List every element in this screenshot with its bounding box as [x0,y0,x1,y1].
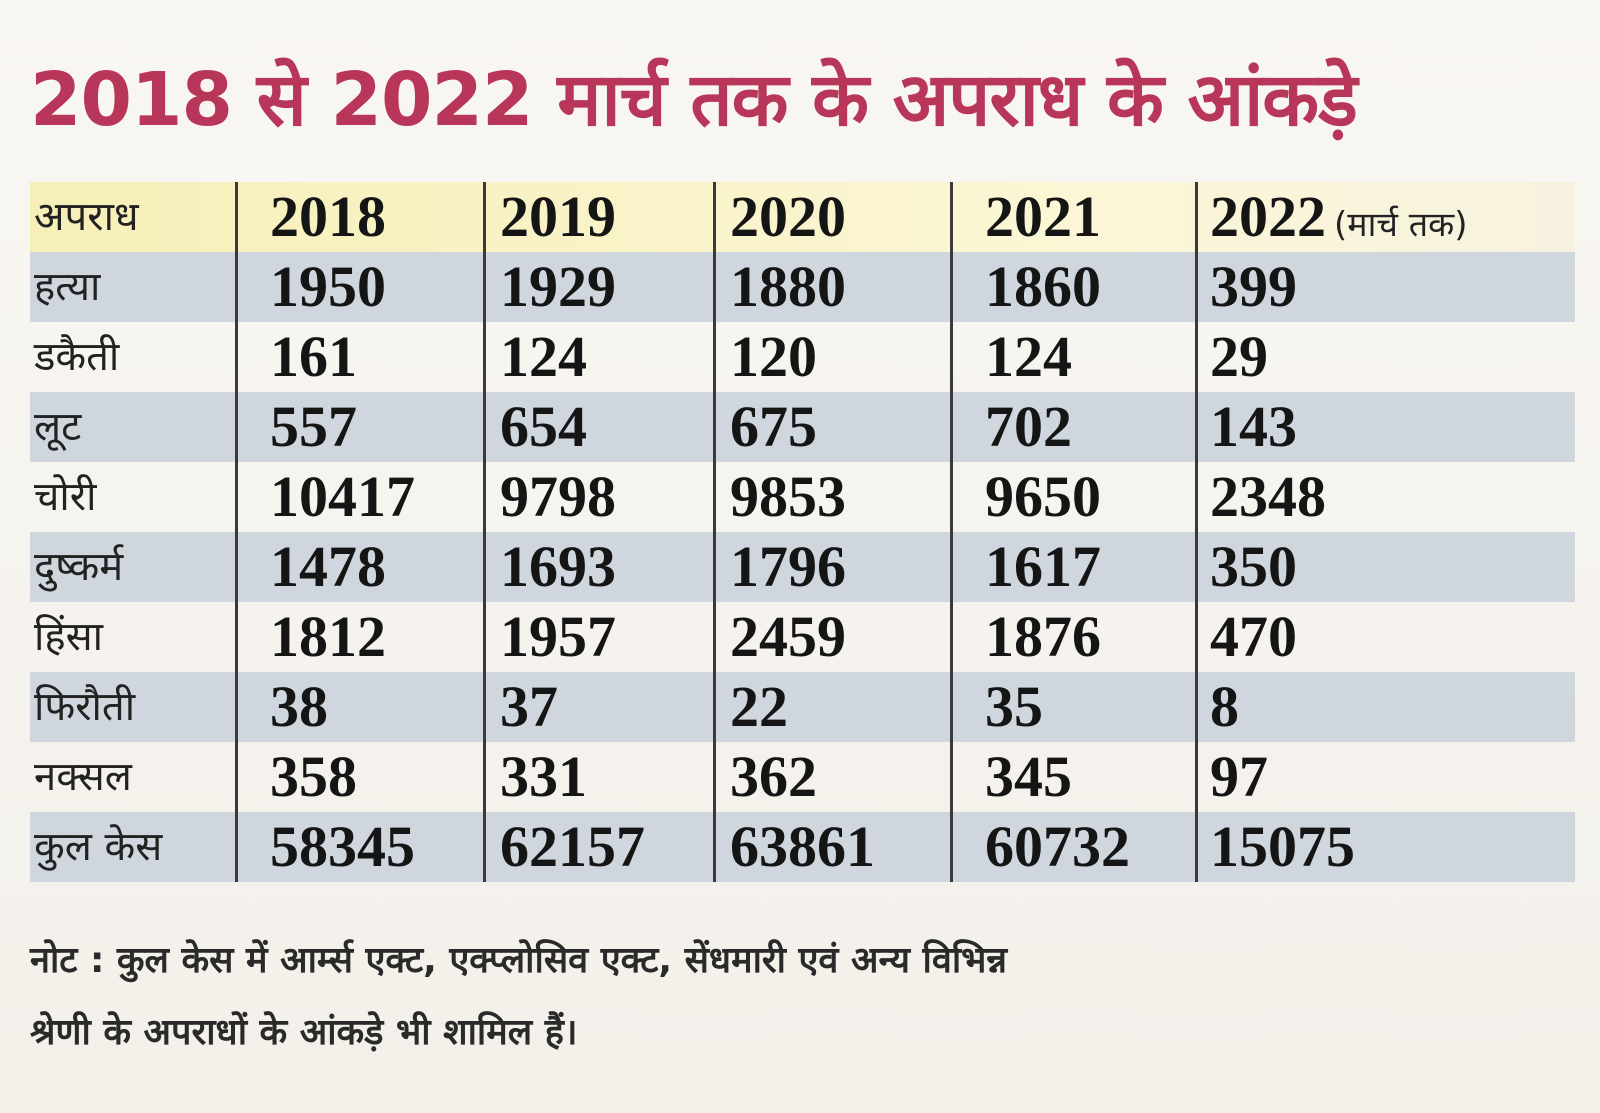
row-label: हत्या [34,264,101,310]
cell-2020: 1796 [730,534,846,599]
header-year-2022-text: 2022 [1210,184,1326,249]
column-divider [950,182,953,882]
cell-2021: 1876 [985,604,1101,669]
cell-2018: 38 [270,674,328,739]
cell-2019: 1929 [500,254,616,319]
row-label: लूट [34,404,82,450]
crime-statistics-table: अपराध 2018 2019 2020 2021 2022 (मार्च तक)… [30,182,1575,882]
cell-2021: 702 [985,394,1072,459]
row-label: नक्सल [34,754,132,800]
footnote-line-2: श्रेणी के अपराधों के आंकड़े भी शामिल हैं… [30,1012,578,1053]
column-divider [1195,182,1198,882]
row-label: डकैती [34,334,120,380]
cell-2019: 654 [500,394,587,459]
cell-2021: 35 [985,674,1043,739]
cell-2018: 58345 [270,814,415,879]
table-row-total: कुल केस 58345 62157 63861 60732 15075 [30,812,1575,882]
cell-2020: 1880 [730,254,846,319]
cell-2021: 9650 [985,464,1101,529]
cell-2019: 9798 [500,464,616,529]
header-crime-label: अपराध [34,194,139,240]
page-title: 2018 से 2022 मार्च तक के अपराध के आंकड़े [30,57,1358,143]
header-year-2022: 2022 (मार्च तक) [1210,182,1468,252]
row-label: हिंसा [34,614,103,660]
table-row: लूट 557 654 675 702 143 [30,392,1575,462]
row-label: दुष्कर्म [34,544,124,590]
row-label: फिरौती [34,684,136,730]
cell-2019: 1693 [500,534,616,599]
cell-2022: 350 [1210,534,1297,599]
header-year-2020: 2020 [730,184,846,249]
cell-2018: 1950 [270,254,386,319]
table-row: हिंसा 1812 1957 2459 1876 470 [30,602,1575,672]
cell-2018: 1812 [270,604,386,669]
header-year-2019: 2019 [500,184,616,249]
cell-2019: 331 [500,744,587,809]
cell-2022: 15075 [1210,814,1355,879]
cell-2022: 2348 [1210,464,1326,529]
column-divider [235,182,238,882]
cell-2020: 362 [730,744,817,809]
footnote: नोट : कुल केस में आर्म्स एक्ट, एक्प्लोसि… [30,925,1570,1075]
column-divider [713,182,716,882]
cell-2021: 345 [985,744,1072,809]
cell-2019: 62157 [500,814,645,879]
cell-2019: 1957 [500,604,616,669]
table-row: नक्सल 358 331 362 345 97 [30,742,1575,812]
table-header-row: अपराध 2018 2019 2020 2021 2022 (मार्च तक) [30,182,1575,252]
cell-2020: 2459 [730,604,846,669]
table-row: दुष्कर्म 1478 1693 1796 1617 350 [30,532,1575,602]
cell-2020: 9853 [730,464,846,529]
cell-2019: 124 [500,324,587,389]
cell-2020: 675 [730,394,817,459]
cell-2020: 120 [730,324,817,389]
cell-2022: 8 [1210,674,1239,739]
table-row: चोरी 10417 9798 9853 9650 2348 [30,462,1575,532]
row-label: चोरी [34,474,97,520]
cell-2018: 557 [270,394,357,459]
cell-2021: 60732 [985,814,1130,879]
table-row: फिरौती 38 37 22 35 8 [30,672,1575,742]
cell-2022: 143 [1210,394,1297,459]
cell-2018: 1478 [270,534,386,599]
table-row: हत्या 1950 1929 1880 1860 399 [30,252,1575,322]
row-label: कुल केस [34,824,163,870]
cell-2022: 399 [1210,254,1297,319]
header-year-2021: 2021 [985,184,1101,249]
column-divider [483,182,486,882]
cell-2018: 161 [270,324,357,389]
cell-2021: 1860 [985,254,1101,319]
cell-2020: 22 [730,674,788,739]
cell-2019: 37 [500,674,558,739]
header-year-2018: 2018 [270,184,386,249]
cell-2022: 97 [1210,744,1268,809]
header-year-2022-suffix: (मार्च तक) [1334,205,1468,245]
cell-2022: 29 [1210,324,1268,389]
cell-2022: 470 [1210,604,1297,669]
table-row: डकैती 161 124 120 124 29 [30,322,1575,392]
cell-2021: 1617 [985,534,1101,599]
footnote-line-1: नोट : कुल केस में आर्म्स एक्ट, एक्प्लोसि… [30,940,1007,981]
cell-2020: 63861 [730,814,875,879]
cell-2018: 358 [270,744,357,809]
cell-2021: 124 [985,324,1072,389]
cell-2018: 10417 [270,464,415,529]
